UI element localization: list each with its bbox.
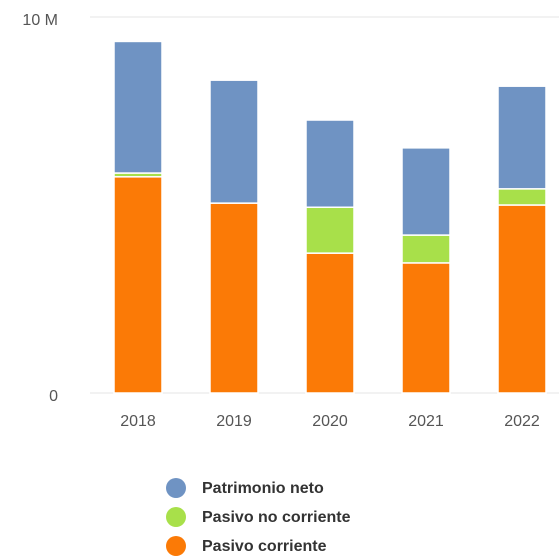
- x-tick-label: 2021: [408, 413, 444, 430]
- x-tick-label: 2020: [312, 413, 348, 430]
- bar-segment: [209, 79, 259, 204]
- y-tick-label: 10 M: [22, 12, 58, 29]
- bar-segment: [209, 202, 259, 394]
- legend-marker: [166, 478, 186, 498]
- bar-segment: [497, 85, 547, 190]
- y-tick-label: 0: [49, 388, 58, 405]
- legend-marker: [166, 507, 186, 527]
- legend-label: Pasivo corriente: [202, 538, 327, 555]
- bar-segment: [305, 252, 355, 394]
- bar-segment: [305, 206, 355, 254]
- bar-segment: [497, 204, 547, 394]
- legend-label: Patrimonio neto: [202, 480, 324, 497]
- bar-segment: [113, 40, 163, 174]
- legend-marker: [166, 536, 186, 556]
- bar-segment: [401, 262, 451, 394]
- bar-segment: [497, 188, 547, 206]
- x-tick-label: 2019: [216, 413, 252, 430]
- legend-label: Pasivo no corriente: [202, 509, 351, 526]
- bar-segment: [401, 147, 451, 236]
- x-tick-label: 2022: [504, 413, 540, 430]
- bar-segment: [401, 234, 451, 264]
- x-tick-label: 2018: [120, 413, 156, 430]
- bar-segment: [305, 119, 355, 209]
- bar-segment: [113, 176, 163, 394]
